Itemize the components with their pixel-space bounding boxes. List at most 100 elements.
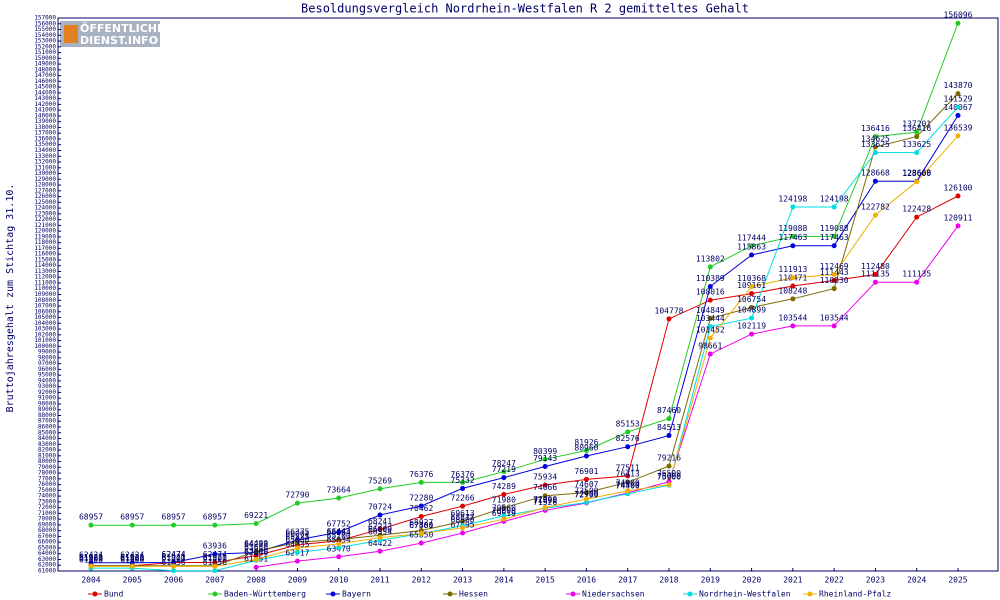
y-tick-label: 145000 xyxy=(34,84,56,91)
data-label: 110368 xyxy=(737,274,766,283)
data-label: 68957 xyxy=(120,513,144,522)
y-tick-label: 151000 xyxy=(34,49,56,56)
data-point xyxy=(460,530,466,536)
data-point xyxy=(955,91,961,97)
data-label: 66800 xyxy=(368,525,392,534)
y-tick-label: 64000 xyxy=(38,550,56,557)
y-tick-label: 109000 xyxy=(34,291,56,298)
data-point xyxy=(666,416,672,422)
y-tick-label: 121000 xyxy=(34,222,56,229)
data-label: 113802 xyxy=(696,254,725,263)
data-point xyxy=(872,144,878,150)
data-point xyxy=(253,548,259,554)
data-point xyxy=(171,522,177,528)
data-label: 108248 xyxy=(778,286,807,295)
y-tick-label: 62000 xyxy=(38,562,56,569)
data-label: 134625 xyxy=(861,134,890,143)
series-line xyxy=(91,115,959,564)
data-label: 133625 xyxy=(861,140,890,149)
data-point xyxy=(707,315,713,321)
data-label: 75269 xyxy=(368,476,392,485)
y-tick-label: 70000 xyxy=(38,516,56,523)
watermark-icon xyxy=(64,25,78,43)
y-tick-label: 150000 xyxy=(34,55,56,62)
data-label: 65525 xyxy=(285,532,309,541)
y-tick-label: 101000 xyxy=(34,337,56,344)
data-label: 65000 xyxy=(285,535,309,544)
y-tick-label: 83000 xyxy=(38,441,56,448)
series-line xyxy=(91,135,959,567)
data-point xyxy=(460,518,466,524)
y-tick-label: 136000 xyxy=(34,135,56,142)
data-label: 103444 xyxy=(696,314,725,323)
data-label: 74066 xyxy=(533,483,557,492)
y-tick-label: 130000 xyxy=(34,170,56,177)
legend-label: Niedersachsen xyxy=(582,590,645,599)
data-point xyxy=(460,485,466,491)
x-tick-label: 2004 xyxy=(81,576,100,585)
x-tick-label: 2006 xyxy=(164,576,183,585)
data-point xyxy=(872,134,878,140)
x-tick-label: 2010 xyxy=(329,576,348,585)
y-tick-label: 116000 xyxy=(34,251,56,258)
series-line xyxy=(91,106,959,572)
data-point xyxy=(914,129,920,135)
y-tick-label: 126000 xyxy=(34,193,56,200)
data-label: 74400 xyxy=(616,481,640,490)
y-tick-label: 139000 xyxy=(34,118,56,125)
data-label: 76901 xyxy=(574,467,598,476)
watermark: ÖFFENTLICHER DIENST.INFO xyxy=(60,21,173,47)
data-point xyxy=(625,473,631,479)
data-point xyxy=(253,521,259,527)
data-label: 81926 xyxy=(574,438,598,447)
y-tick-label: 68000 xyxy=(38,527,56,534)
y-tick-label: 114000 xyxy=(34,262,56,269)
data-point xyxy=(294,558,300,564)
y-tick-label: 80000 xyxy=(38,458,56,465)
y-tick-label: 99000 xyxy=(38,349,56,356)
data-label: 68957 xyxy=(162,513,186,522)
data-label: 64400 xyxy=(244,539,268,548)
data-point xyxy=(583,496,589,502)
y-tick-label: 144000 xyxy=(34,89,56,96)
y-tick-label: 129000 xyxy=(34,176,56,183)
data-point xyxy=(294,539,300,545)
y-tick-label: 102000 xyxy=(34,331,56,338)
y-tick-label: 82000 xyxy=(38,447,56,454)
y-tick-label: 140000 xyxy=(34,112,56,119)
data-label: 122428 xyxy=(902,205,931,214)
data-label: 143870 xyxy=(944,81,973,90)
data-point xyxy=(542,482,548,488)
data-point xyxy=(253,564,259,570)
data-point xyxy=(790,323,796,329)
data-point xyxy=(625,479,631,485)
data-point xyxy=(955,133,961,139)
data-point xyxy=(955,113,961,119)
legend-label: Bund xyxy=(104,590,123,599)
data-point xyxy=(872,212,878,218)
data-label: 110389 xyxy=(696,274,725,283)
data-point xyxy=(914,279,920,285)
y-tick-label: 132000 xyxy=(34,159,56,166)
data-label: 80399 xyxy=(533,447,557,456)
data-point xyxy=(666,433,672,439)
data-label: 79143 xyxy=(533,454,557,463)
data-label: 62474 xyxy=(162,550,186,559)
x-tick-label: 2013 xyxy=(453,576,472,585)
data-label: 62474 xyxy=(162,550,186,559)
data-point xyxy=(914,150,920,156)
data-point xyxy=(790,275,796,281)
y-tick-label: 84000 xyxy=(38,435,56,442)
y-tick-label: 75000 xyxy=(38,487,56,494)
data-label: 110030 xyxy=(820,276,849,285)
x-tick-label: 2022 xyxy=(825,576,844,585)
data-label: 76376 xyxy=(451,470,475,479)
y-tick-label: 107000 xyxy=(34,303,56,310)
data-label: 75934 xyxy=(533,472,557,481)
y-tick-label: 142000 xyxy=(34,101,56,108)
data-label: 124198 xyxy=(820,194,849,203)
data-point xyxy=(707,324,713,330)
legend-swatch xyxy=(330,591,336,597)
y-tick-label: 135000 xyxy=(34,141,56,148)
x-tick-label: 2020 xyxy=(742,576,761,585)
